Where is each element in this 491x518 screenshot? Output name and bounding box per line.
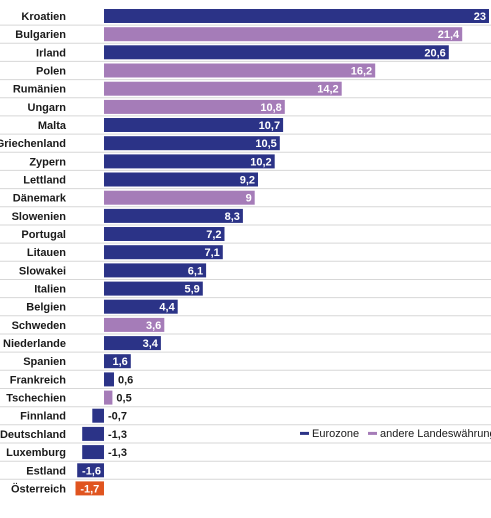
category-label-kroatien: Kroatien: [21, 11, 66, 23]
bar-irland: [104, 45, 449, 60]
bar-griechenland: [104, 136, 280, 151]
bar-daenemark: [104, 190, 255, 205]
bar-slowakei: [104, 263, 207, 278]
legend-label-other: andere Landeswährung: [380, 428, 491, 440]
category-label-schweden: Schweden: [12, 320, 67, 332]
value-label-schweden: 3,6: [146, 320, 161, 332]
bar-deutschland: [82, 426, 104, 441]
value-label-luxemburg: -1,3: [108, 447, 127, 459]
category-label-lettland: Lettland: [23, 175, 66, 187]
value-label-portugal: 7,2: [206, 229, 221, 241]
category-label-finnland: Finnland: [20, 411, 66, 423]
category-label-niederlande: Niederlande: [3, 338, 66, 350]
bar-niederlande: [104, 336, 161, 351]
category-label-litauen: Litauen: [27, 247, 66, 259]
category-label-ungarn: Ungarn: [28, 102, 67, 114]
value-label-oesterreich: -1,7: [80, 483, 99, 495]
value-label-deutschland: -1,3: [108, 429, 127, 441]
value-label-bulgarien: 21,4: [438, 29, 460, 41]
value-label-niederlande: 3,4: [143, 338, 159, 350]
bar-italien: [104, 281, 203, 296]
category-label-malta: Malta: [38, 120, 67, 132]
bar-lettland: [104, 172, 258, 187]
value-label-slowenien: 8,3: [225, 211, 240, 223]
category-label-bulgarien: Bulgarien: [15, 29, 66, 41]
bar-finnland: [92, 408, 104, 423]
value-label-lettland: 9,2: [240, 175, 255, 187]
bar-spanien: [104, 354, 131, 369]
bar-luxemburg: [82, 445, 104, 460]
category-label-frankreich: Frankreich: [10, 374, 67, 386]
category-label-zypern: Zypern: [29, 156, 66, 168]
bar-zypern: [104, 154, 275, 169]
bar-slowenien: [104, 208, 243, 223]
bar-litauen: [104, 245, 223, 260]
category-label-luxemburg: Luxemburg: [6, 447, 66, 459]
category-label-polen: Polen: [36, 66, 66, 78]
legend-label-euro: Eurozone: [312, 428, 359, 440]
category-label-oesterreich: Österreich: [11, 482, 66, 495]
value-label-tschechien: 0,5: [116, 393, 131, 405]
bar-malta: [104, 118, 284, 132]
category-label-deutschland: Deutschland: [0, 429, 66, 441]
bar-estland: [77, 463, 104, 478]
bar-tschechien: [104, 390, 113, 405]
value-label-slowakei: 6,1: [188, 265, 203, 277]
category-label-estland: Estland: [26, 465, 66, 477]
bar-schweden: [104, 317, 165, 332]
value-label-daenemark: 9: [246, 193, 252, 205]
value-label-belgien: 4,4: [159, 302, 175, 314]
bar-kroatien: [104, 9, 489, 23]
value-label-italien: 5,9: [185, 284, 200, 296]
bar-rumaenien: [104, 81, 342, 96]
legend-swatch-euro: [300, 431, 309, 435]
value-label-litauen: 7,1: [205, 247, 220, 259]
category-label-spanien: Spanien: [23, 356, 66, 368]
value-label-spanien: 1,6: [113, 356, 128, 368]
category-label-rumaenien: Rumänien: [13, 84, 66, 96]
value-label-finnland: -0,7: [108, 411, 127, 423]
category-label-belgien: Belgien: [26, 302, 66, 314]
category-label-italien: Italien: [34, 284, 66, 296]
bar-portugal: [104, 227, 225, 241]
value-label-estland: -1,6: [82, 465, 101, 477]
category-label-portugal: Portugal: [21, 229, 66, 241]
bar-frankreich: [104, 372, 114, 387]
bar-bulgarien: [104, 27, 463, 42]
value-label-frankreich: 0,6: [118, 374, 133, 386]
bar-ungarn: [104, 99, 285, 114]
category-label-irland: Irland: [36, 47, 66, 59]
value-label-rumaenien: 14,2: [317, 84, 338, 96]
category-label-tschechien: Tschechien: [6, 393, 66, 405]
value-label-malta: 10,7: [259, 120, 280, 132]
category-label-daenemark: Dänemark: [13, 193, 67, 205]
bar-polen: [104, 63, 376, 78]
value-label-ungarn: 10,8: [260, 102, 281, 114]
category-label-griechenland: Griechenland: [0, 138, 66, 150]
value-label-polen: 16,2: [351, 66, 372, 78]
bar-oesterreich: [75, 481, 104, 496]
category-label-slowakei: Slowakei: [19, 265, 66, 277]
value-label-kroatien: 23: [474, 11, 486, 23]
value-label-irland: 20,6: [424, 47, 445, 59]
category-label-slowenien: Slowenien: [12, 211, 67, 223]
value-label-griechenland: 10,5: [255, 138, 276, 150]
legend-swatch-other: [368, 431, 377, 435]
bar-belgien: [104, 299, 178, 314]
value-label-zypern: 10,2: [250, 156, 271, 168]
